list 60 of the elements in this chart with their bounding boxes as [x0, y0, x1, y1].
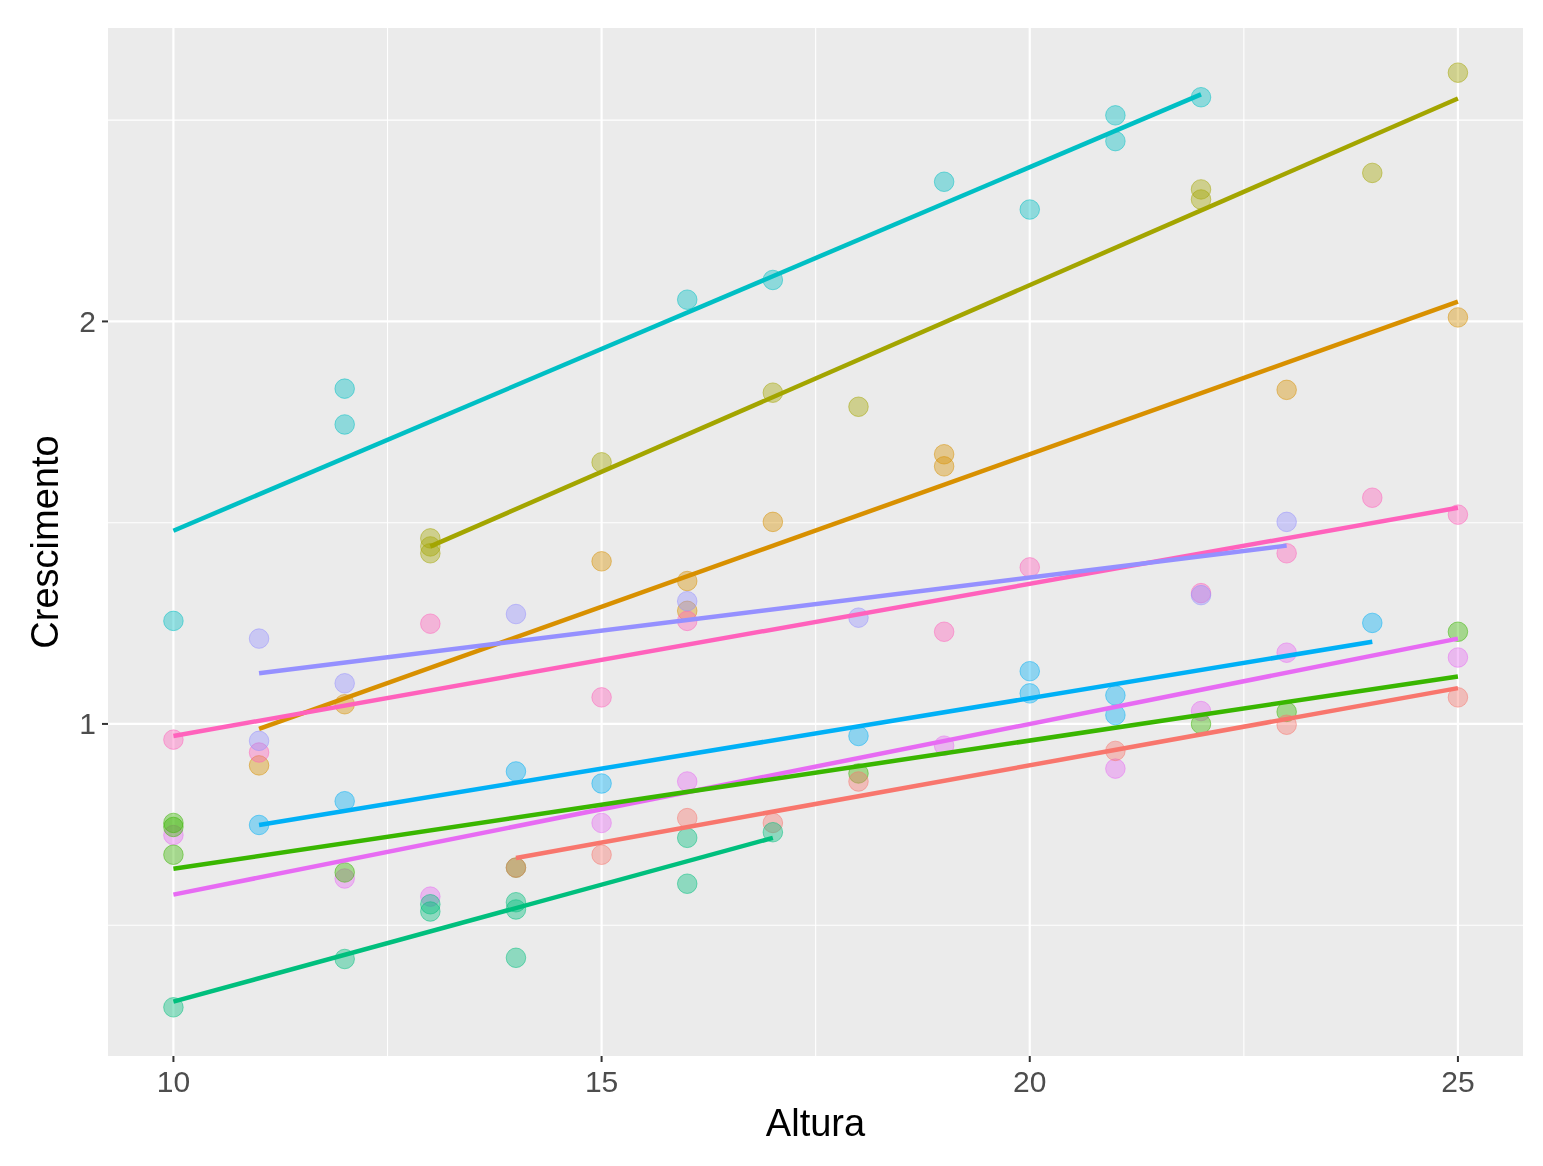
point	[762, 821, 784, 843]
point	[505, 603, 527, 625]
point	[248, 730, 270, 752]
point	[1447, 62, 1469, 83]
point	[1190, 189, 1212, 210]
point	[848, 396, 869, 418]
point	[334, 790, 355, 812]
y-axis-title: Crescimento	[24, 435, 66, 649]
x-tick-label: 25	[1441, 1065, 1475, 1098]
point	[1105, 105, 1126, 126]
point	[1105, 685, 1126, 706]
point	[1019, 557, 1041, 578]
point	[163, 844, 184, 865]
point	[1019, 660, 1041, 682]
point	[591, 551, 612, 572]
x-tick-label: 15	[584, 1065, 619, 1098]
point	[848, 725, 869, 747]
point	[676, 289, 698, 310]
point	[1105, 758, 1126, 779]
point	[676, 590, 698, 612]
point	[1447, 307, 1469, 328]
point	[420, 613, 441, 634]
point	[334, 378, 355, 399]
point	[420, 901, 441, 922]
y-tick-label: 2	[79, 304, 96, 338]
point	[933, 621, 955, 643]
point	[1447, 687, 1469, 708]
point	[762, 511, 784, 533]
point	[1362, 612, 1383, 634]
y-tick-label: 1	[79, 707, 96, 741]
point	[591, 844, 612, 865]
point	[163, 997, 184, 1018]
point	[420, 543, 441, 564]
point	[591, 773, 612, 794]
x-axis-title: Altura	[765, 1102, 866, 1144]
point	[334, 673, 355, 694]
point	[1276, 379, 1297, 401]
point	[1447, 647, 1469, 668]
point	[1362, 487, 1383, 508]
point	[505, 947, 527, 969]
point	[1105, 130, 1126, 152]
point	[591, 812, 612, 834]
point	[591, 687, 612, 708]
point	[163, 610, 184, 632]
point	[676, 771, 698, 792]
point	[505, 761, 527, 782]
point	[676, 873, 698, 894]
point	[848, 771, 869, 792]
point	[933, 171, 955, 193]
x-tick-label: 10	[156, 1065, 191, 1098]
point	[933, 456, 955, 477]
point	[1019, 199, 1041, 220]
point	[1362, 162, 1383, 184]
point	[1447, 621, 1469, 643]
x-tick-label: 20	[1013, 1065, 1047, 1098]
point	[676, 827, 698, 849]
point	[1276, 511, 1297, 533]
point	[248, 628, 270, 649]
point	[334, 862, 355, 883]
point	[334, 414, 355, 435]
